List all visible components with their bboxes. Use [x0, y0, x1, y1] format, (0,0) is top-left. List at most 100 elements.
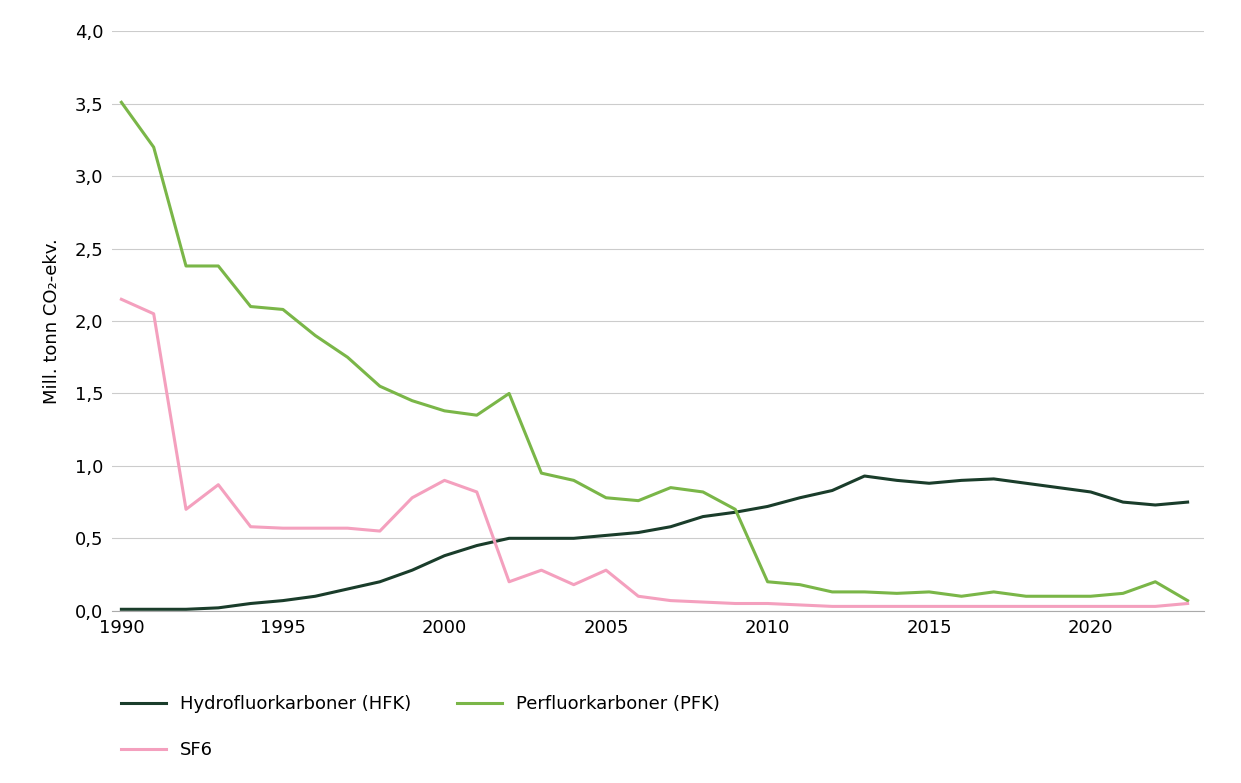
- Hydrofluorkarboner (HFK): [1148, 500, 1163, 510]
- SF6: [276, 524, 290, 533]
- SF6: [372, 526, 387, 536]
- Hydrofluorkarboner (HFK): [598, 531, 613, 540]
- Hydrofluorkarboner (HFK): [663, 522, 678, 532]
- Hydrofluorkarboner (HFK): [954, 475, 969, 485]
- SF6: [211, 480, 226, 489]
- Perfluorkarboner (PFK): [761, 577, 776, 586]
- Line: Perfluorkarboner (PFK): Perfluorkarboner (PFK): [122, 103, 1188, 601]
- Perfluorkarboner (PFK): [890, 589, 905, 598]
- Hydrofluorkarboner (HFK): [308, 592, 323, 601]
- SF6: [793, 601, 808, 610]
- Hydrofluorkarboner (HFK): [437, 551, 452, 561]
- SF6: [179, 504, 194, 514]
- Hydrofluorkarboner (HFK): [146, 604, 161, 614]
- Perfluorkarboner (PFK): [858, 587, 872, 597]
- Perfluorkarboner (PFK): [793, 580, 808, 590]
- Perfluorkarboner (PFK): [954, 592, 969, 601]
- SF6: [1019, 601, 1034, 611]
- Perfluorkarboner (PFK): [372, 381, 387, 391]
- SF6: [501, 577, 516, 586]
- Perfluorkarboner (PFK): [405, 396, 419, 406]
- Hydrofluorkarboner (HFK): [340, 584, 355, 594]
- Hydrofluorkarboner (HFK): [276, 596, 290, 605]
- Hydrofluorkarboner (HFK): [566, 534, 581, 543]
- SF6: [858, 601, 872, 611]
- Perfluorkarboner (PFK): [211, 262, 226, 271]
- Line: Hydrofluorkarboner (HFK): Hydrofluorkarboner (HFK): [122, 476, 1188, 609]
- Legend: SF6: SF6: [120, 742, 213, 760]
- Y-axis label: Mill. tonn CO₂-ekv.: Mill. tonn CO₂-ekv.: [42, 238, 61, 404]
- Perfluorkarboner (PFK): [243, 301, 258, 311]
- Hydrofluorkarboner (HFK): [922, 478, 937, 488]
- SF6: [825, 601, 840, 611]
- Perfluorkarboner (PFK): [825, 587, 840, 597]
- Hydrofluorkarboner (HFK): [1051, 483, 1066, 493]
- Hydrofluorkarboner (HFK): [761, 502, 776, 511]
- Hydrofluorkarboner (HFK): [469, 541, 484, 550]
- Hydrofluorkarboner (HFK): [890, 475, 905, 485]
- Perfluorkarboner (PFK): [114, 98, 129, 107]
- Line: SF6: SF6: [122, 299, 1188, 606]
- SF6: [1051, 601, 1066, 611]
- SF6: [340, 524, 355, 533]
- Hydrofluorkarboner (HFK): [534, 534, 549, 543]
- SF6: [1148, 601, 1163, 611]
- Perfluorkarboner (PFK): [695, 487, 710, 496]
- SF6: [954, 601, 969, 611]
- SF6: [598, 565, 613, 575]
- SF6: [1116, 601, 1131, 611]
- SF6: [308, 524, 323, 533]
- Perfluorkarboner (PFK): [727, 504, 742, 514]
- Perfluorkarboner (PFK): [501, 389, 516, 398]
- Hydrofluorkarboner (HFK): [1019, 478, 1034, 488]
- SF6: [663, 596, 678, 605]
- Hydrofluorkarboner (HFK): [243, 599, 258, 608]
- SF6: [243, 522, 258, 532]
- Perfluorkarboner (PFK): [469, 410, 484, 420]
- SF6: [987, 601, 1001, 611]
- Hydrofluorkarboner (HFK): [1180, 497, 1195, 507]
- Perfluorkarboner (PFK): [987, 587, 1001, 597]
- Perfluorkarboner (PFK): [566, 475, 581, 485]
- Perfluorkarboner (PFK): [340, 352, 355, 362]
- Perfluorkarboner (PFK): [663, 483, 678, 493]
- Hydrofluorkarboner (HFK): [114, 604, 129, 614]
- SF6: [890, 601, 905, 611]
- SF6: [566, 580, 581, 590]
- SF6: [437, 475, 452, 485]
- Hydrofluorkarboner (HFK): [1083, 487, 1098, 496]
- Hydrofluorkarboner (HFK): [372, 577, 387, 586]
- Hydrofluorkarboner (HFK): [405, 565, 419, 575]
- Hydrofluorkarboner (HFK): [630, 528, 645, 537]
- SF6: [695, 597, 710, 607]
- SF6: [469, 487, 484, 496]
- Hydrofluorkarboner (HFK): [987, 474, 1001, 484]
- SF6: [761, 599, 776, 608]
- SF6: [1083, 601, 1098, 611]
- SF6: [534, 565, 549, 575]
- Perfluorkarboner (PFK): [534, 468, 549, 478]
- Hydrofluorkarboner (HFK): [1116, 497, 1131, 507]
- Hydrofluorkarboner (HFK): [695, 512, 710, 521]
- SF6: [114, 294, 129, 304]
- Hydrofluorkarboner (HFK): [211, 603, 226, 612]
- Perfluorkarboner (PFK): [437, 406, 452, 416]
- Hydrofluorkarboner (HFK): [727, 507, 742, 517]
- Perfluorkarboner (PFK): [598, 493, 613, 503]
- SF6: [146, 309, 161, 319]
- Hydrofluorkarboner (HFK): [858, 471, 872, 481]
- Perfluorkarboner (PFK): [179, 262, 194, 271]
- Perfluorkarboner (PFK): [1116, 589, 1131, 598]
- Perfluorkarboner (PFK): [1051, 592, 1066, 601]
- SF6: [630, 592, 645, 601]
- Perfluorkarboner (PFK): [1019, 592, 1034, 601]
- SF6: [727, 599, 742, 608]
- SF6: [922, 601, 937, 611]
- SF6: [1180, 599, 1195, 608]
- Perfluorkarboner (PFK): [1180, 596, 1195, 605]
- Perfluorkarboner (PFK): [922, 587, 937, 597]
- Perfluorkarboner (PFK): [1148, 577, 1163, 586]
- Perfluorkarboner (PFK): [1083, 592, 1098, 601]
- Perfluorkarboner (PFK): [276, 305, 290, 314]
- Hydrofluorkarboner (HFK): [179, 604, 194, 614]
